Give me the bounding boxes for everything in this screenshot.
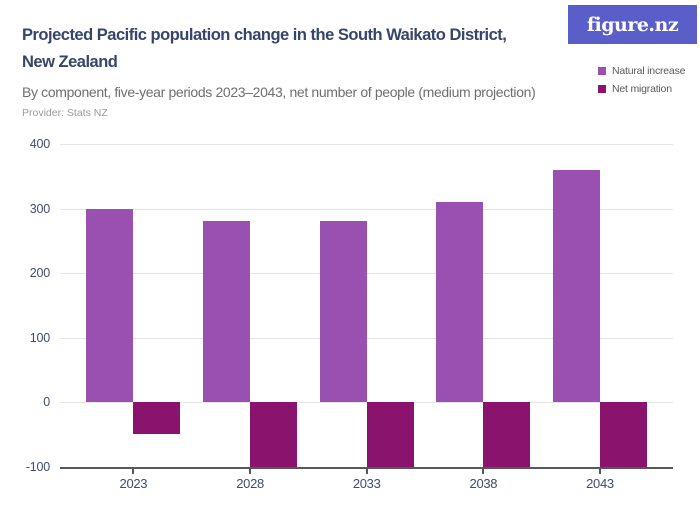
chart-bar-net-migration-2023 — [133, 402, 181, 435]
legend-swatch-net-migration-icon — [598, 85, 606, 93]
chart-bar-natural-increase-2028 — [203, 221, 251, 402]
x-axis-line — [60, 467, 673, 469]
chart-bar-net-migration-2033 — [366, 402, 414, 467]
x-axis-label-2043: 2043 — [586, 476, 614, 491]
legend-swatch-natural-increase-icon — [598, 67, 606, 75]
chart-bar-natural-increase-2033 — [319, 221, 367, 402]
y-axis-tick-label-0: 0 — [43, 395, 50, 409]
y-axis-tick-label--100: -100 — [25, 460, 50, 474]
legend-label-net-migration: Net migration — [612, 83, 672, 95]
figure-nz-logo-text: figure.nz — [586, 13, 679, 36]
chart-bar-net-migration-2028 — [250, 402, 298, 467]
x-axis-label-2023: 2023 — [119, 476, 148, 491]
h-gridline-400 — [60, 144, 673, 145]
page-title: Projected Pacific population change in t… — [22, 22, 582, 76]
chart-subtitle: By component, five-year periods 2023–204… — [22, 84, 536, 100]
y-axis-tick-label-200: 200 — [29, 266, 50, 280]
data-provider-label: Provider: Stats NZ — [22, 107, 108, 119]
x-axis-label-2028: 2028 — [236, 476, 264, 491]
x-axis-label-2033: 2033 — [352, 476, 381, 491]
y-axis-tick-label-400: 400 — [29, 137, 50, 151]
x-axis-tick-2043 — [599, 468, 601, 474]
x-axis-tick-2033 — [365, 468, 368, 474]
x-axis-tick-2028 — [249, 468, 252, 474]
y-axis-tick-label-300: 300 — [29, 202, 50, 216]
h-gridline-300 — [60, 209, 673, 210]
chart-bar-natural-increase-2038 — [436, 202, 484, 402]
h-gridline-0 — [60, 402, 673, 403]
x-axis-tick-2038 — [482, 468, 485, 474]
x-axis-tick-2023 — [132, 468, 135, 474]
legend-item-natural-increase: Natural increase — [598, 65, 686, 77]
page-title-line-2: New Zealand — [22, 53, 118, 71]
chart-legend: Natural increase Net migration — [598, 65, 686, 102]
chart-bar-net-migration-2043 — [600, 402, 647, 467]
chart-bar-natural-increase-2023 — [86, 208, 134, 402]
chart-bar-net-migration-2038 — [483, 402, 531, 467]
y-axis-tick-label-100: 100 — [29, 331, 50, 345]
legend-label-natural-increase: Natural increase — [612, 65, 686, 77]
legend-item-net-migration: Net migration — [598, 83, 685, 95]
chart-bar-natural-increase-2043 — [553, 169, 600, 402]
page-title-line-1: Projected Pacific population change in t… — [22, 26, 507, 44]
figure-nz-logo[interactable]: figure.nz — [568, 5, 697, 44]
x-axis-label-2038: 2038 — [469, 476, 498, 491]
